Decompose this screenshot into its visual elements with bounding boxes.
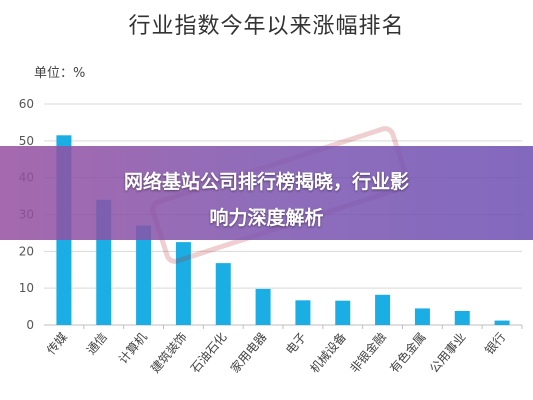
- bar-5: [255, 288, 271, 325]
- x-tick-label: 通信: [84, 330, 110, 357]
- headline-line-1: 网络基站公司排行榜揭晓，行业影: [123, 171, 409, 193]
- x-tick-label: 非银金融: [347, 329, 389, 375]
- x-tick-label: 机械设备: [307, 329, 349, 375]
- bar-10: [454, 311, 470, 325]
- x-tick-label: 石油石化: [188, 330, 230, 376]
- bar-7: [335, 300, 351, 325]
- bar-4: [215, 263, 231, 325]
- bar-3: [175, 242, 191, 325]
- chart-title: 行业指数今年以来涨幅排名: [128, 14, 405, 39]
- headline-line-2: 响力深度解析: [209, 207, 324, 229]
- unit-label: 单位：%: [34, 66, 86, 81]
- x-tick-label: 银行: [482, 330, 508, 357]
- x-tick-label: 家用电器: [227, 329, 269, 375]
- bar-6: [295, 300, 311, 325]
- y-tick-label: 50: [19, 134, 34, 148]
- headline-banner: [0, 146, 533, 240]
- bar-9: [414, 308, 430, 325]
- bar-11: [494, 320, 510, 325]
- y-tick-label: 0: [26, 318, 34, 332]
- y-tick-label: 20: [19, 244, 34, 258]
- y-tick-label: 10: [19, 281, 34, 295]
- x-tick-label: 传媒: [43, 329, 70, 357]
- x-tick-label: 建筑装饰: [147, 329, 189, 375]
- bar-2: [136, 225, 152, 325]
- x-tick-label: 计算机: [115, 329, 150, 366]
- x-tick-label: 公用事业: [427, 330, 469, 376]
- y-tick-label: 60: [19, 97, 34, 111]
- x-tick-label: 电子: [283, 330, 309, 357]
- bar-8: [375, 294, 391, 325]
- x-tick-label: 有色金属: [386, 329, 428, 375]
